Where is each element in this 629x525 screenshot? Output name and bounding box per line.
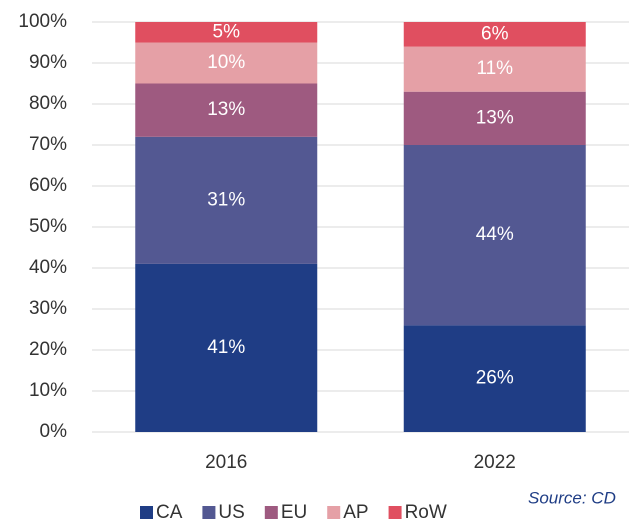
legend-label: RoW (405, 502, 447, 523)
legend-swatch (202, 506, 216, 519)
y-tick-label: 40% (29, 257, 67, 278)
legend-label: AP (343, 502, 368, 523)
data-label: 41% (207, 337, 245, 358)
y-tick-label: 20% (29, 339, 67, 360)
y-tick-label: 10% (29, 380, 67, 401)
y-tick-label: 100% (18, 11, 67, 32)
legend-swatch (327, 506, 341, 519)
data-label: 13% (207, 99, 245, 120)
data-label: 44% (476, 224, 514, 245)
y-tick-label: 50% (29, 216, 67, 237)
data-label: 6% (481, 23, 509, 44)
data-label: 13% (476, 107, 514, 128)
legend-label: US (218, 502, 244, 523)
data-label: 26% (476, 368, 514, 389)
legend-swatch (264, 506, 278, 519)
source-note: Source: CD (528, 488, 616, 507)
bar-segment (135, 42, 318, 84)
data-label: 10% (207, 52, 245, 73)
data-label: 31% (207, 189, 245, 210)
bar-segment (403, 22, 586, 47)
y-tick-label: 0% (40, 421, 68, 442)
y-tick-label: 30% (29, 298, 67, 319)
legend-swatch (140, 506, 153, 519)
y-tick-label: 90% (29, 52, 67, 73)
legend-swatch (388, 506, 402, 519)
bar-segment (135, 263, 318, 432)
bar-segment (403, 145, 586, 326)
x-tick-label: 2016 (205, 452, 247, 473)
y-tick-label: 60% (29, 175, 67, 196)
bar-segment (135, 136, 318, 264)
bar-segment (135, 22, 318, 43)
y-tick-label: 80% (29, 93, 67, 114)
bar-segment (403, 325, 586, 432)
data-label: 11% (476, 58, 513, 79)
data-label: 5% (213, 21, 241, 42)
x-tick-label: 2022 (474, 452, 516, 473)
legend-label: CA (156, 502, 183, 523)
bar-segment (135, 83, 318, 137)
y-tick-label: 70% (29, 134, 67, 155)
bar-segment (403, 91, 586, 145)
legend-label: EU (281, 502, 307, 523)
bar-segment (403, 46, 586, 92)
